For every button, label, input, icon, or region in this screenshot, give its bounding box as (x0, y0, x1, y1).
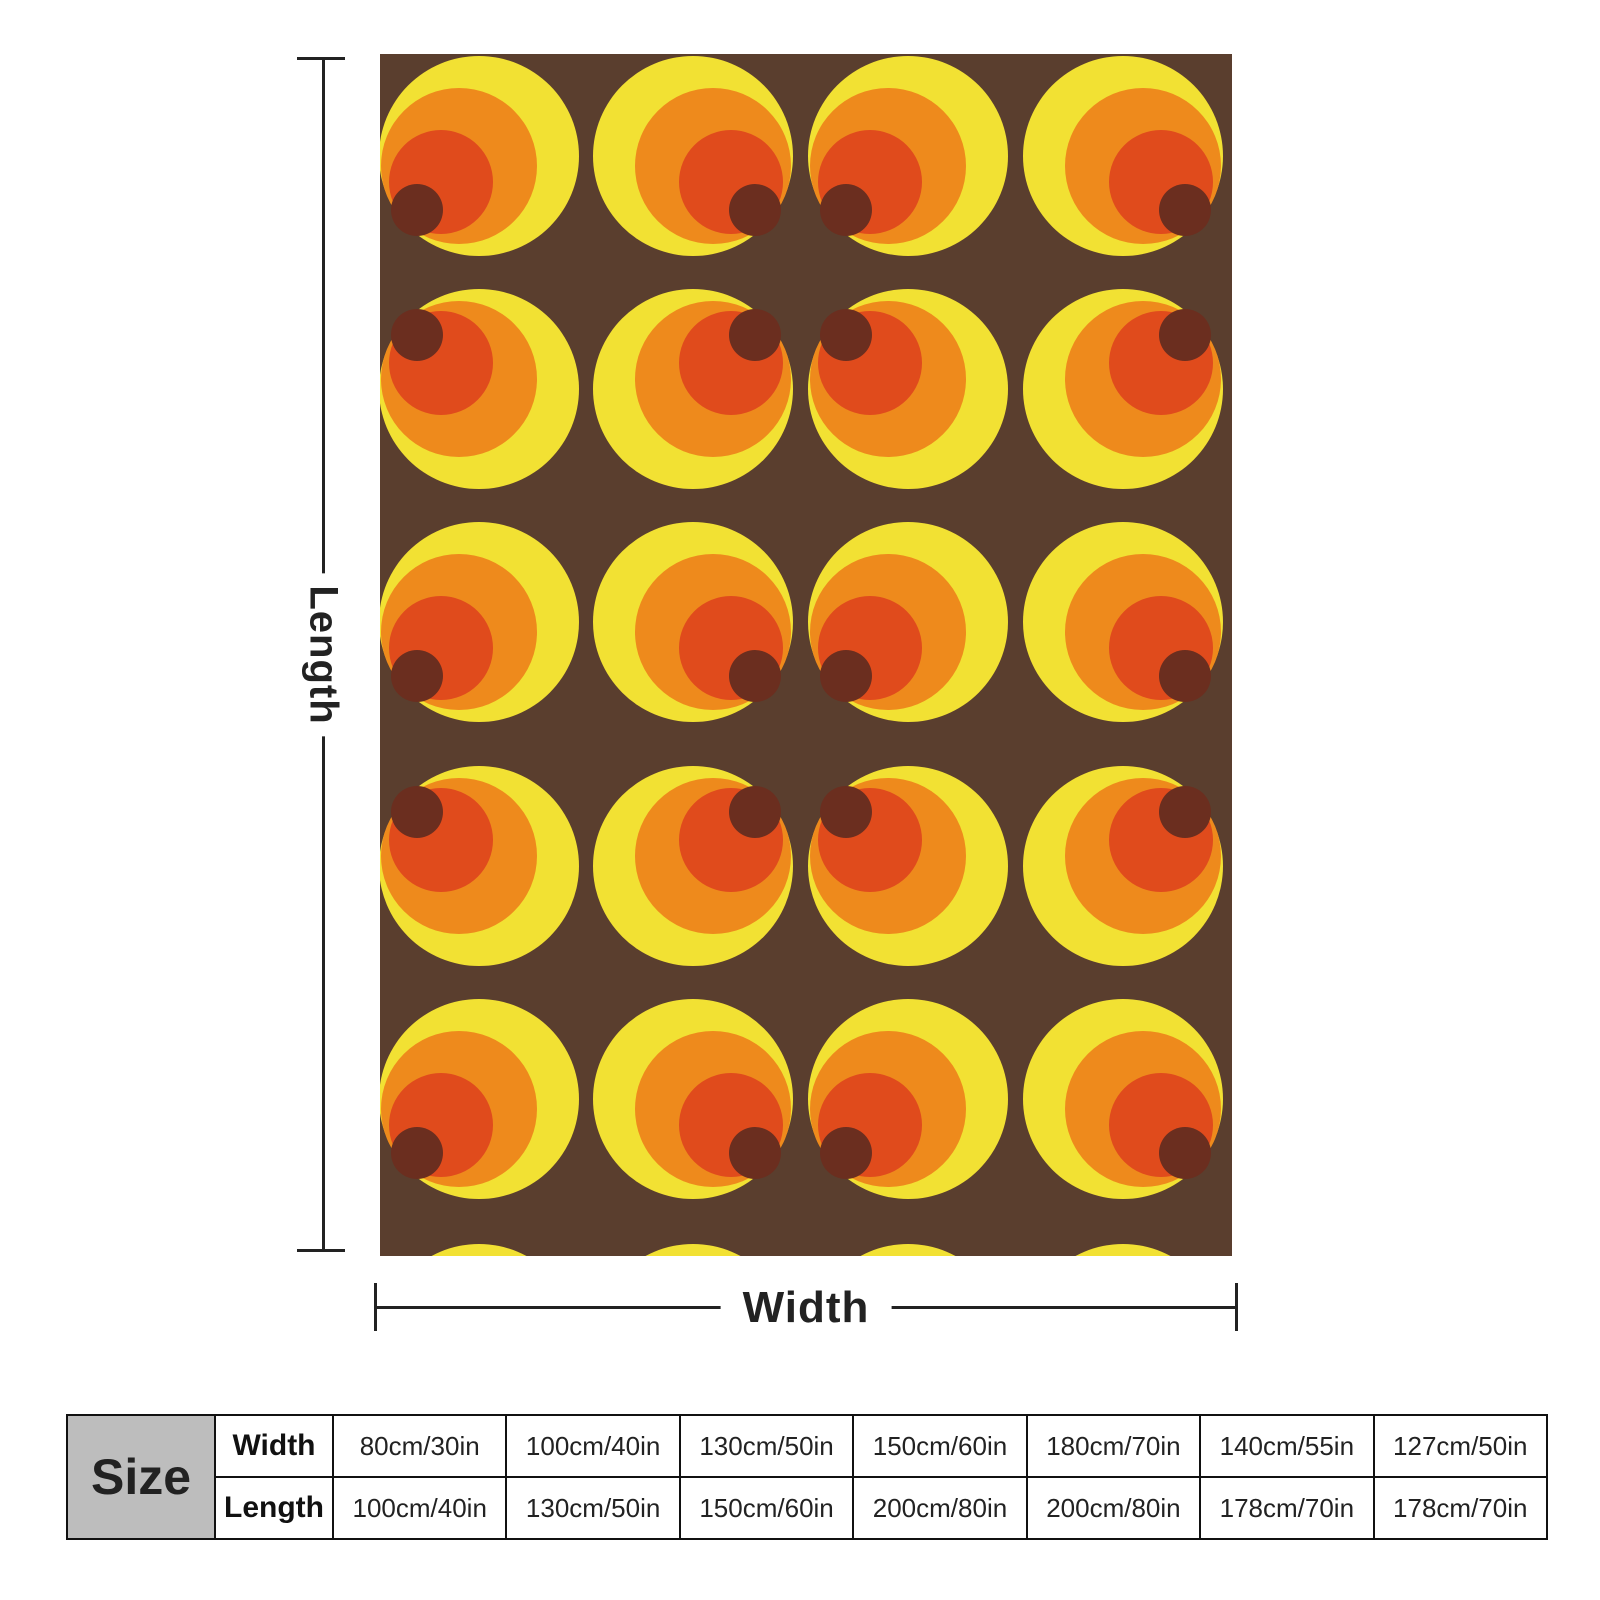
pattern-circle-center (820, 786, 872, 838)
length-row-label: Length (214, 1476, 334, 1540)
width-cell: 100cm/40in (505, 1414, 681, 1478)
width-row: Size Width 80cm/30in 100cm/40in 130cm/50… (66, 1414, 1549, 1540)
width-cell: 130cm/50in (678, 1414, 855, 1478)
width-cell: 127cm/50in (1372, 1414, 1549, 1478)
pattern-circle-center (1159, 786, 1211, 838)
pattern-circle-center (1159, 309, 1211, 361)
length-cell: 130cm/50in (505, 1476, 681, 1540)
length-cell: 178cm/70in (1199, 1476, 1375, 1540)
pattern-circle-center (820, 309, 872, 361)
pattern-circle-center (729, 184, 781, 236)
pattern-circle-center (1159, 1127, 1211, 1179)
length-label: Length (300, 573, 346, 737)
length-cell: 200cm/80in (852, 1476, 1028, 1540)
pattern-circle-center (729, 786, 781, 838)
width-cell: 180cm/70in (1025, 1414, 1202, 1478)
length-cell: 200cm/80in (1025, 1476, 1202, 1540)
pattern-circle-center (820, 650, 872, 702)
pattern-circle-center (820, 1127, 872, 1179)
pattern-circle-center (729, 1127, 781, 1179)
width-cell: 80cm/30in (331, 1414, 508, 1478)
pattern-circle-center (391, 650, 443, 702)
pattern-circle-outer (860, 1244, 956, 1256)
pattern-circle-center (820, 184, 872, 236)
pattern-circle-center (391, 309, 443, 361)
length-bottom-tick (297, 1249, 345, 1252)
width-cell: 150cm/60in (852, 1414, 1028, 1478)
size-header: Size (66, 1414, 216, 1540)
pattern-circle-outer (645, 1244, 741, 1256)
pattern-circle-center (729, 650, 781, 702)
pattern-circle-center (391, 786, 443, 838)
length-cell: 100cm/40in (331, 1476, 508, 1540)
width-row-label: Width (214, 1414, 334, 1478)
length-row: Length 100cm/40in 130cm/50in 150cm/60in … (67, 1476, 1549, 1540)
width-cell: 140cm/55in (1199, 1414, 1375, 1478)
pattern-circle-outer (431, 1244, 527, 1256)
pattern-circle-center (391, 184, 443, 236)
length-cell: 150cm/60in (678, 1476, 855, 1540)
pattern-circle-center (1159, 650, 1211, 702)
length-cell: 178cm/70in (1372, 1476, 1549, 1540)
pattern-circle-center (391, 1127, 443, 1179)
length-top-tick (297, 57, 345, 60)
pattern-circle-center (729, 309, 781, 361)
blanket-pattern-image (380, 54, 1232, 1256)
pattern-circle-outer (1075, 1244, 1171, 1256)
width-label: Width (720, 1283, 892, 1333)
pattern-circle-center (1159, 184, 1211, 236)
size-chart-table: Size Width 80cm/30in 100cm/40in 130cm/50… (66, 1414, 1549, 1540)
